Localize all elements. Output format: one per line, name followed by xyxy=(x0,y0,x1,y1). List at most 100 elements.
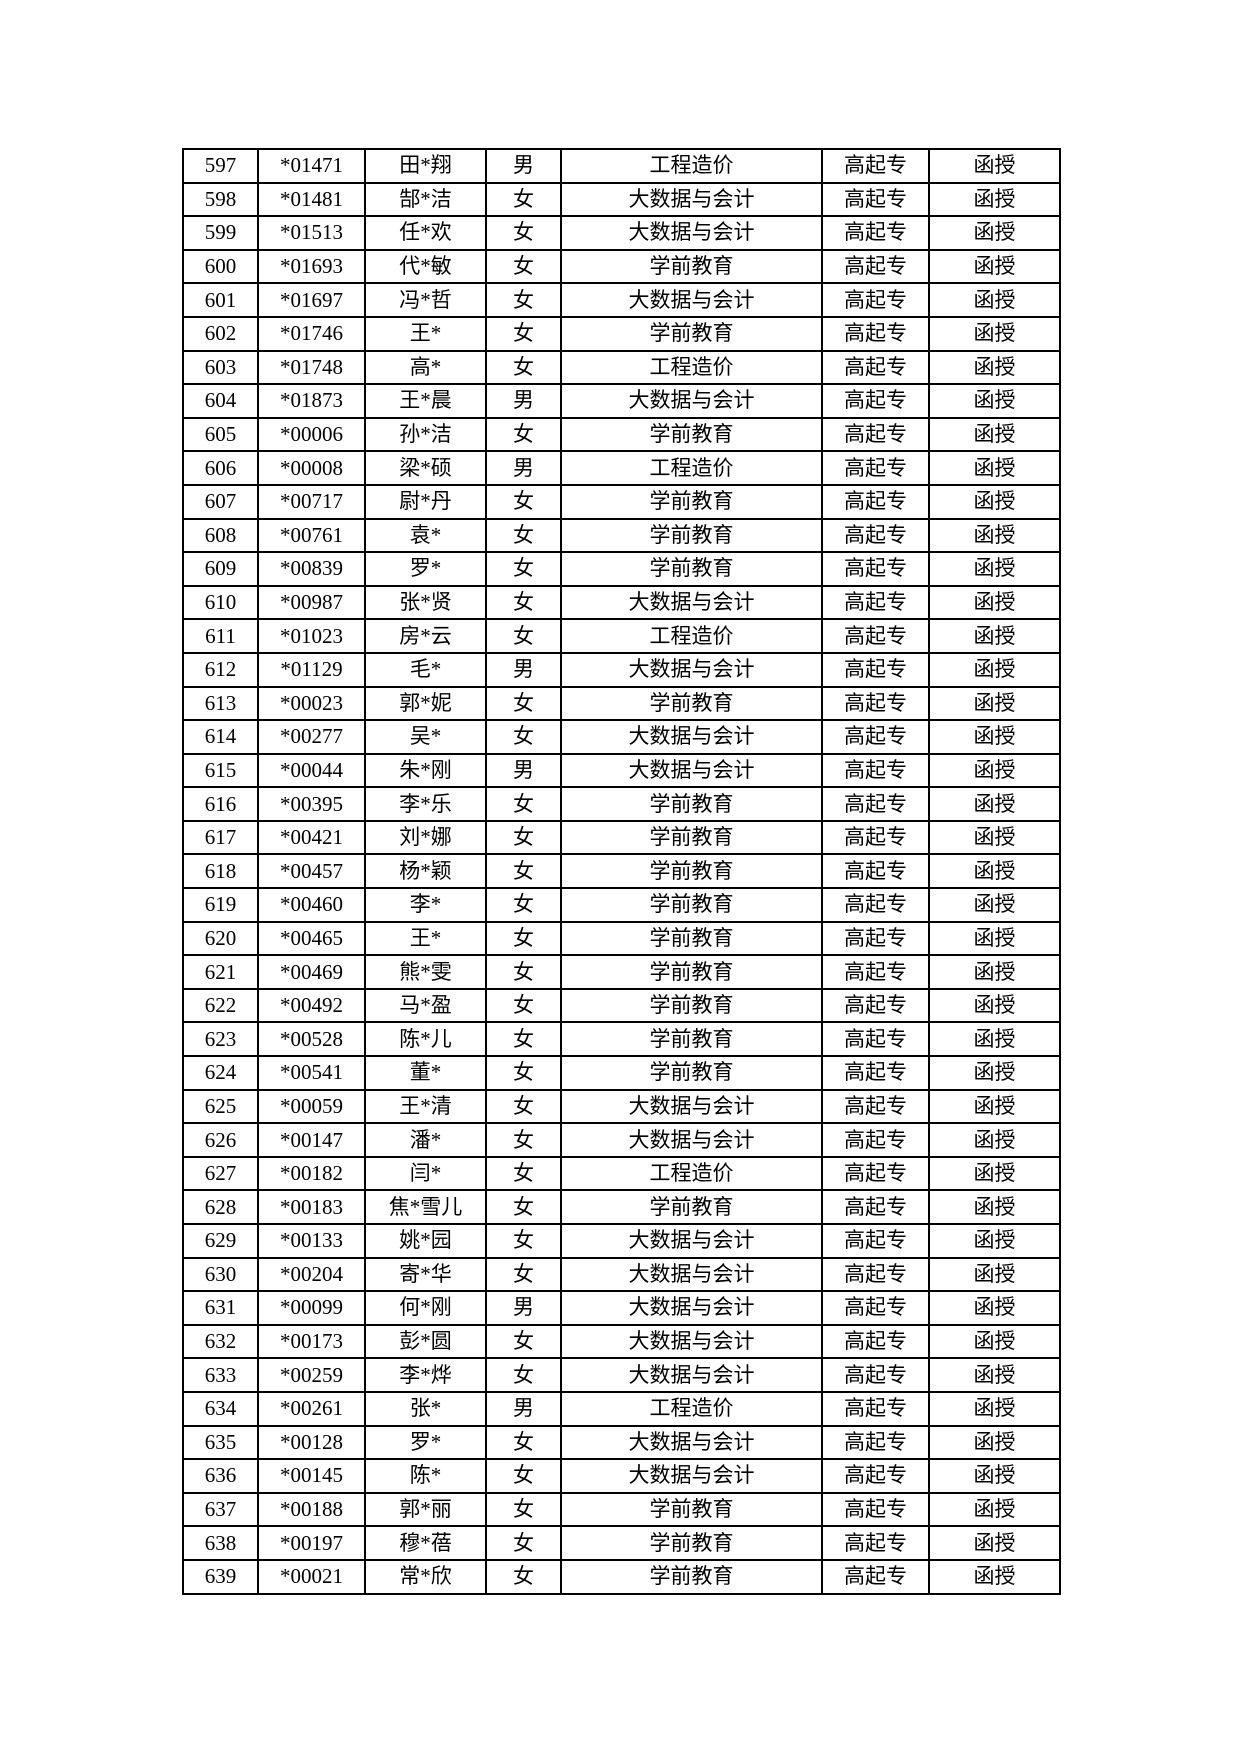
gender-cell: 女 xyxy=(485,248,562,285)
table-row: 635 *00128 罗* 女大数据与会计 高起专 函授 xyxy=(182,1424,1061,1461)
level-cell: 高起专 xyxy=(821,1491,930,1528)
major-cell: 大数据与会计 xyxy=(560,181,823,218)
serial-cell: 612 xyxy=(182,651,259,688)
gender-cell: 女 xyxy=(485,483,562,520)
gender-cell: 女 xyxy=(485,1189,562,1225)
gender-cell: 女 xyxy=(485,1458,562,1494)
mode-cell: 函授 xyxy=(928,1122,1061,1158)
gender-cell: 女 xyxy=(485,1223,562,1259)
level-cell: 高起专 xyxy=(821,819,930,856)
mode-cell: 函授 xyxy=(928,1357,1061,1393)
major-cell: 学前教育 xyxy=(560,685,823,722)
id-cell: *00492 xyxy=(257,987,366,1024)
level-cell: 高起专 xyxy=(821,719,930,755)
table-row: 610 *00987 张*贤女大数据与会计 高起专 函授 xyxy=(182,584,1061,621)
id-cell: *00204 xyxy=(257,1256,366,1293)
level-cell: 高起专 xyxy=(821,1223,930,1259)
name-cell: 冯*哲 xyxy=(364,282,487,318)
name-cell: 陈*儿 xyxy=(364,1021,487,1058)
id-cell: *00044 xyxy=(257,752,366,789)
major-cell: 学前教育 xyxy=(560,1558,823,1595)
id-cell: *01697 xyxy=(257,282,366,318)
id-cell: *00059 xyxy=(257,1088,366,1125)
gender-cell: 女 xyxy=(485,416,562,453)
name-cell: 马*盈 xyxy=(364,987,487,1024)
major-cell: 大数据与会计 xyxy=(560,1256,823,1293)
level-cell: 高起专 xyxy=(821,618,930,654)
serial-cell: 638 xyxy=(182,1525,259,1561)
table-row: 604 *01873 王*晨男大数据与会计 高起专 函授 xyxy=(182,383,1061,419)
level-cell: 高起专 xyxy=(821,551,930,587)
id-cell: *00277 xyxy=(257,719,366,755)
table-row: 614 *00277 吴* 女大数据与会计 高起专 函授 xyxy=(182,719,1061,755)
major-cell: 工程造价 xyxy=(560,148,823,184)
id-cell: *00182 xyxy=(257,1155,366,1192)
table-row: 606 *00008 梁*硕男工程造价 高起专 函授 xyxy=(182,450,1061,486)
id-cell: *00541 xyxy=(257,1055,366,1091)
serial-cell: 597 xyxy=(182,148,259,184)
name-cell: 李*乐 xyxy=(364,786,487,822)
mode-cell: 函授 xyxy=(928,148,1061,184)
level-cell: 高起专 xyxy=(821,651,930,688)
table-row: 632 *00173 彭*圆女大数据与会计 高起专 函授 xyxy=(182,1323,1061,1360)
level-cell: 高起专 xyxy=(821,1558,930,1595)
mode-cell: 函授 xyxy=(928,1424,1061,1461)
mode-cell: 函授 xyxy=(928,1256,1061,1293)
id-cell: *00839 xyxy=(257,551,366,587)
table-row: 616 *00395 李*乐女学前教育 高起专 函授 xyxy=(182,786,1061,822)
level-cell: 高起专 xyxy=(821,517,930,554)
name-cell: 王* xyxy=(364,315,487,352)
gender-cell: 女 xyxy=(485,887,562,923)
serial-cell: 606 xyxy=(182,450,259,486)
gender-cell: 女 xyxy=(485,584,562,621)
table-row: 636 *00145 陈* 女大数据与会计 高起专 函授 xyxy=(182,1458,1061,1494)
mode-cell: 函授 xyxy=(928,1223,1061,1259)
gender-cell: 女 xyxy=(485,685,562,722)
level-cell: 高起专 xyxy=(821,1122,930,1158)
serial-cell: 620 xyxy=(182,920,259,957)
mode-cell: 函授 xyxy=(928,819,1061,856)
id-cell: *01471 xyxy=(257,148,366,184)
gender-cell: 女 xyxy=(485,719,562,755)
serial-cell: 621 xyxy=(182,954,259,990)
gender-cell: 男 xyxy=(485,383,562,419)
mode-cell: 函授 xyxy=(928,752,1061,789)
major-cell: 大数据与会计 xyxy=(560,752,823,789)
level-cell: 高起专 xyxy=(821,1021,930,1058)
id-cell: *00023 xyxy=(257,685,366,722)
mode-cell: 函授 xyxy=(928,1021,1061,1058)
gender-cell: 男 xyxy=(485,752,562,789)
serial-cell: 619 xyxy=(182,887,259,923)
mode-cell: 函授 xyxy=(928,1458,1061,1494)
id-cell: *00188 xyxy=(257,1491,366,1528)
serial-cell: 614 xyxy=(182,719,259,755)
serial-cell: 608 xyxy=(182,517,259,554)
mode-cell: 函授 xyxy=(928,416,1061,453)
serial-cell: 607 xyxy=(182,483,259,520)
name-cell: 尉*丹 xyxy=(364,483,487,520)
table-row: 620 *00465 王* 女学前教育 高起专 函授 xyxy=(182,920,1061,957)
gender-cell: 女 xyxy=(485,786,562,822)
level-cell: 高起专 xyxy=(821,853,930,890)
serial-cell: 627 xyxy=(182,1155,259,1192)
name-cell: 毛* xyxy=(364,651,487,688)
serial-cell: 599 xyxy=(182,215,259,251)
table-row: 615 *00044 朱*刚男大数据与会计 高起专 函授 xyxy=(182,752,1061,789)
serial-cell: 625 xyxy=(182,1088,259,1125)
serial-cell: 618 xyxy=(182,853,259,890)
mode-cell: 函授 xyxy=(928,248,1061,285)
mode-cell: 函授 xyxy=(928,1491,1061,1528)
gender-cell: 女 xyxy=(485,1122,562,1158)
level-cell: 高起专 xyxy=(821,215,930,251)
serial-cell: 639 xyxy=(182,1558,259,1595)
mode-cell: 函授 xyxy=(928,483,1061,520)
level-cell: 高起专 xyxy=(821,1525,930,1561)
name-cell: 王* xyxy=(364,920,487,957)
gender-cell: 女 xyxy=(485,215,562,251)
table-row: 639 *00021 常*欣女学前教育 高起专 函授 xyxy=(182,1558,1061,1595)
major-cell: 大数据与会计 xyxy=(560,719,823,755)
mode-cell: 函授 xyxy=(928,1525,1061,1561)
major-cell: 学前教育 xyxy=(560,920,823,957)
gender-cell: 女 xyxy=(485,1155,562,1192)
id-cell: *00128 xyxy=(257,1424,366,1461)
